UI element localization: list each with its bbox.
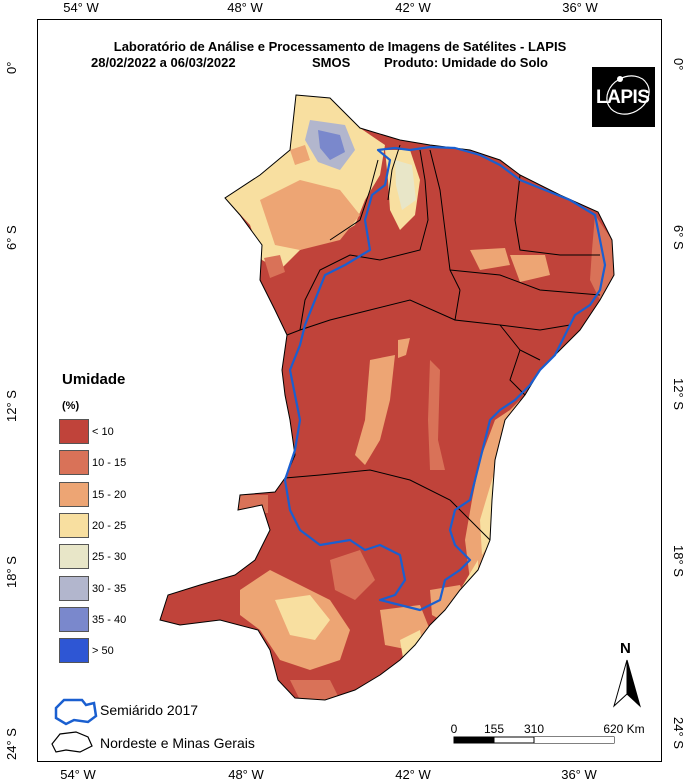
legend-label: < 10 (92, 426, 114, 438)
scale-label: 620 Km (603, 722, 645, 736)
region-legend-symbol (51, 731, 93, 753)
legend-label: 15 - 20 (92, 488, 127, 501)
date-range: 28/02/2022 a 06/03/2022 (91, 55, 236, 70)
legend-swatch (59, 606, 89, 632)
product-name: Produto: Umidade do Solo (384, 55, 548, 70)
legend-label: > 50 (92, 645, 114, 658)
logo-text: LAPIS (596, 87, 650, 108)
legend-label: 30 - 35 (92, 582, 127, 595)
legend-swatch (59, 544, 89, 570)
legend-swatch (59, 481, 89, 507)
bottom-tick-label: 42° W (395, 767, 431, 782)
legend-unit: (%) (62, 400, 80, 412)
top-tick-label: 36° W (562, 0, 598, 15)
legend-swatch (59, 512, 89, 538)
bottom-tick-label: 36° W (561, 767, 597, 782)
legend-swatch (59, 450, 89, 476)
north-arrow-icon (613, 659, 641, 708)
bottom-tick-label: 54° W (60, 767, 96, 782)
north-label: N (620, 640, 631, 657)
lapis-logo: LAPIS (592, 67, 655, 127)
map-title: Laboratório de Análise e Processamento d… (113, 39, 567, 54)
sensor-name: SMOS (312, 55, 351, 70)
bottom-tick-label: 48° W (228, 767, 264, 782)
legend-title: Umidade (62, 371, 126, 388)
top-tick-label: 42° W (395, 0, 431, 15)
legend-label: 35 - 40 (92, 613, 127, 626)
region-legend-label: Nordeste e Minas Gerais (100, 735, 255, 751)
scale-label: 0 (450, 722, 458, 736)
legend-label: 20 - 25 (92, 519, 127, 532)
legend-label: 10 - 15 (92, 457, 127, 470)
top-tick-label: 54° W (63, 0, 99, 15)
legend-label: 25 - 30 (92, 551, 127, 564)
scale-label: 310 (523, 722, 545, 736)
scale-label: 155 (483, 722, 505, 736)
legend-swatch (59, 638, 89, 664)
legend-swatch (59, 419, 89, 444)
scale-bar (453, 736, 615, 744)
top-tick-label: 48° W (227, 0, 263, 15)
semiarid-legend-symbol (54, 698, 98, 726)
semiarid-legend-label: Semiárido 2017 (100, 702, 199, 718)
legend-swatch (59, 575, 89, 601)
